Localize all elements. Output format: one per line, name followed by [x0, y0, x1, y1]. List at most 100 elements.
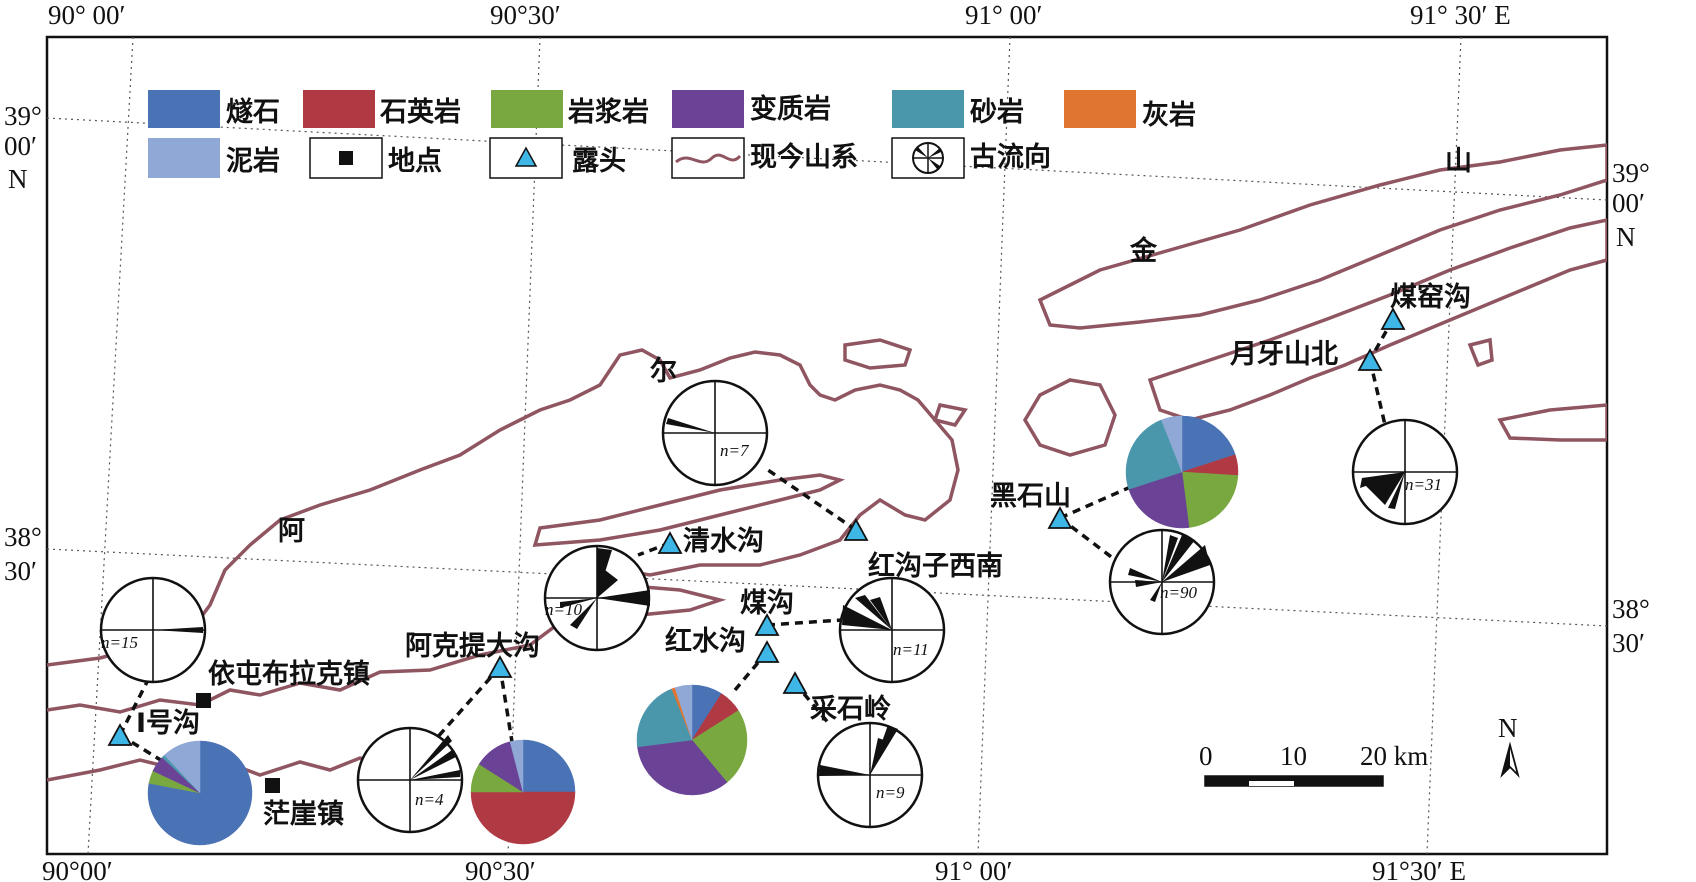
- legend-label-sandstone: 砂岩: [970, 97, 1024, 128]
- legend-label-paleoflow: 古流向: [970, 141, 1051, 173]
- legend-label-limestone: 灰岩: [1142, 100, 1196, 131]
- left-lat-2-deg: 38°: [4, 522, 42, 552]
- label-meigou: 煤沟: [740, 588, 794, 619]
- legend-swatch-limestone: [1064, 90, 1136, 128]
- legend-label-metamorphic: 变质岩: [750, 93, 831, 125]
- bottom-coord-2: 90°30′: [465, 856, 536, 882]
- pie-slice-mudstone: [509, 739, 524, 793]
- town-mangya: [265, 778, 280, 793]
- pie-slice-magmatic: [691, 710, 748, 783]
- pie-1: [147, 740, 253, 846]
- pie-slice-flint: [1181, 415, 1236, 473]
- mountain-outlines: [47, 143, 1607, 782]
- legend-label-magmatic: 岩浆岩: [567, 96, 649, 128]
- right-lat-2-min: 30′: [1612, 628, 1645, 658]
- pie-slice-magmatic: [1181, 471, 1239, 528]
- rose-yueyashan: n=31: [1351, 418, 1459, 526]
- rose-heishishan: n=90: [1108, 528, 1216, 636]
- legend-label-flint: 燧石: [226, 97, 280, 128]
- scale-label-10: 10: [1280, 741, 1307, 771]
- legend-label-mountain: 现今山系: [750, 141, 858, 173]
- pie-slice-metamorphic: [637, 739, 728, 796]
- pie-slice-mudstone: [1161, 415, 1183, 473]
- pie-slice-mudstone: [164, 740, 201, 794]
- legend-swatch-sandstone: [892, 90, 964, 128]
- outcrop-yueyashan: [1357, 348, 1383, 371]
- legend-swatch-flint: [148, 90, 220, 128]
- rose-meigou: n=11: [838, 576, 946, 684]
- rose-n-akeiti: n=4: [415, 790, 444, 809]
- range-char-1: 阿: [278, 516, 305, 547]
- pie-3: [636, 684, 748, 796]
- rose-n-i-gou: n=15: [101, 633, 138, 652]
- paleoflow-rose-icon: [912, 142, 944, 174]
- legend-label-quartzite: 石英岩: [379, 97, 461, 128]
- outcrop-honggouzi: [843, 518, 869, 541]
- rose-caishi: n=9: [816, 721, 924, 829]
- bottom-coord-4: 91°30′ E: [1372, 856, 1466, 882]
- label-caishi: 采石岭: [810, 694, 891, 725]
- rose-qingshui: n=10: [543, 544, 651, 652]
- label-mangya: 茫崖镇: [263, 799, 344, 830]
- rose-i-gou: n=15: [99, 576, 207, 684]
- town-markers: [196, 693, 280, 793]
- pie-slice-sandstone: [636, 688, 693, 748]
- legend-label-mudstone: 泥岩: [226, 146, 280, 177]
- top-coord-4: 91° 30′ E: [1410, 0, 1511, 30]
- outcrop-hongshui: [754, 640, 780, 663]
- top-coord-1: 90° 00′: [48, 0, 125, 30]
- pie-slice-mudstone: [674, 684, 693, 741]
- legend-label-site: 地点: [388, 146, 442, 177]
- rose-honggou: n=7: [661, 379, 769, 487]
- north-arrow: N: [1498, 713, 1520, 779]
- outcrop-qingshui: [657, 531, 683, 554]
- label-akeiti: 阿克提大沟: [405, 630, 540, 662]
- rose-n-heishishan: n=90: [1160, 583, 1197, 602]
- place-labels: I号沟 阿克提大沟 清水沟 煤沟 红水沟 采石岭 红沟子西南 黑石山 月牙山北 …: [136, 282, 1471, 830]
- left-lat-1-deg: 39°: [4, 101, 42, 131]
- legend-swatch-magmatic: [491, 90, 563, 128]
- legend-label-outcrop: 露头: [572, 146, 626, 177]
- north-label: N: [1498, 713, 1518, 743]
- right-lat-1-min: 00′: [1612, 188, 1645, 218]
- rose-n-qingshui: n=10: [545, 600, 582, 619]
- outcrop-markers: [107, 307, 1406, 746]
- pie-slice-metamorphic: [1128, 471, 1190, 529]
- outcrop-meigou: [754, 613, 780, 636]
- site-square-icon: [339, 151, 353, 165]
- pie-2: [470, 739, 576, 845]
- pie-slice-flint: [522, 739, 576, 793]
- bottom-coord-1: 90°00′: [42, 856, 113, 882]
- outcrop-i-gou: [107, 723, 133, 746]
- rose-akeiti: n=4: [356, 726, 464, 834]
- top-coord-2: 90°30′: [490, 0, 561, 30]
- right-lat-1-deg: 39°: [1612, 158, 1650, 188]
- left-lat-2-min: 30′: [4, 556, 37, 586]
- outcrop-akeiti: [487, 655, 513, 678]
- top-coord-3: 91° 00′: [965, 0, 1042, 30]
- legend-swatch-metamorphic: [672, 90, 744, 128]
- label-yitun: 依屯布拉克镇: [208, 658, 370, 690]
- outcrop-triangle-icon: [514, 146, 538, 167]
- range-char-2: 尔: [650, 356, 677, 387]
- coordinate-labels: 90° 00′ 90°30′ 91° 00′ 91° 30′ E 90°00′ …: [4, 0, 1650, 882]
- rose-n-yueyashan: n=31: [1405, 475, 1442, 494]
- bottom-coord-3: 91° 00′: [935, 856, 1012, 882]
- outcrop-heishishan: [1047, 506, 1073, 529]
- provenance-pies: [147, 415, 1239, 846]
- mountain-range-name: 阿 尔 金 山: [278, 146, 1472, 547]
- label-heishishan: 黑石山: [990, 481, 1071, 512]
- pie-4: [1125, 415, 1239, 529]
- right-lat-2-deg: 38°: [1612, 594, 1650, 624]
- legend: 燧石 石英岩 岩浆岩 变质岩 砂岩 灰岩 泥岩 地点 露头 现今山系 古流向: [148, 90, 1196, 179]
- legend-swatch-quartzite: [303, 90, 375, 128]
- range-char-4: 山: [1445, 146, 1472, 177]
- scale-label-20: 20 km: [1360, 741, 1428, 771]
- label-i-gou: I号沟: [136, 708, 200, 739]
- outcrop-caishi: [782, 671, 808, 694]
- scale-bar: 0 10 20 km: [1199, 741, 1428, 787]
- rose-n-meigou: n=11: [893, 640, 929, 659]
- pie-slice-quartzite: [470, 791, 576, 845]
- label-qingshui: 清水沟: [683, 526, 764, 557]
